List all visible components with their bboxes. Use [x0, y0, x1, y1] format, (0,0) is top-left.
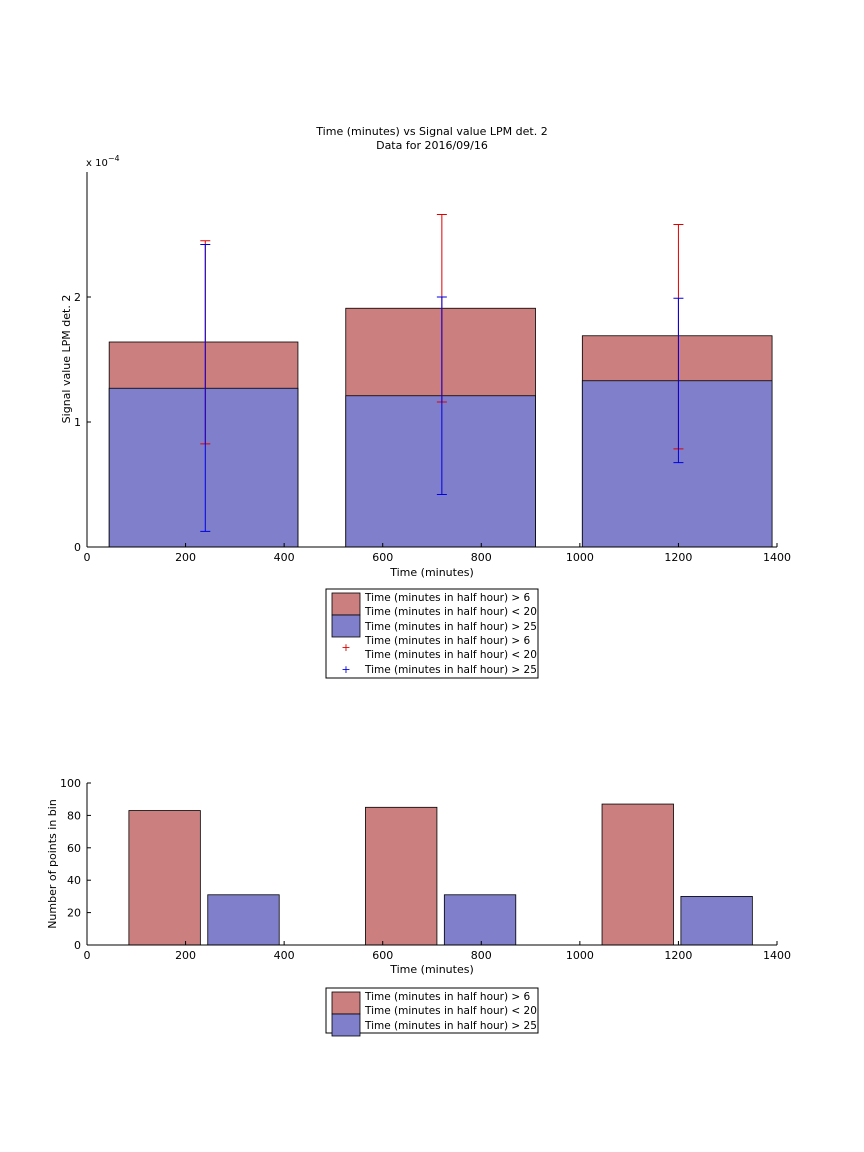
top-chart-title: Time (minutes) vs Signal value LPM det. … — [315, 125, 547, 138]
top-chart: Time (minutes) vs Signal value LPM det. … — [60, 125, 791, 679]
bottom-xtick-label: 200 — [175, 949, 196, 962]
top-chart-y-label: Signal value LPM det. 2 — [60, 295, 73, 424]
top-error-bar-s1-b0 — [200, 244, 211, 532]
top-chart-y-ticks: 0 1 2 — [74, 291, 91, 554]
top-legend-label-2a: Time (minutes in half hour) > 6 — [364, 635, 531, 647]
bottom-chart-legend: Time (minutes in half hour) > 6 Time (mi… — [325, 987, 539, 1037]
top-ytick-label: 2 — [74, 291, 81, 304]
top-ytick-label: 1 — [74, 416, 81, 429]
bottom-ytick-label: 40 — [67, 874, 81, 887]
top-legend-marker-2: + — [341, 641, 350, 654]
top-xtick-label: 400 — [274, 551, 295, 564]
top-ytick-label: 0 — [74, 541, 81, 554]
bottom-bar-0 — [128, 810, 201, 946]
bottom-chart-x-ticks: 0 200 400 600 800 1000 1200 1400 — [84, 941, 791, 962]
top-legend-box — [325, 588, 539, 679]
top-legend-marker-3: + — [341, 663, 350, 676]
bottom-ytick-label: 100 — [60, 777, 81, 790]
top-xtick-label: 1200 — [664, 551, 692, 564]
top-xtick-label: 1400 — [763, 551, 791, 564]
bottom-legend-swatch-1 — [331, 1013, 361, 1037]
top-error-bar-s1-b1 — [436, 296, 447, 495]
top-chart-x-label: Time (minutes) — [389, 566, 474, 579]
top-chart-subtitle: Data for 2016/09/16 — [376, 139, 488, 152]
bottom-ytick-label: 0 — [74, 939, 81, 952]
bottom-bar-1 — [207, 894, 280, 946]
top-xtick-label: 0 — [84, 551, 91, 564]
bottom-bar-4 — [601, 803, 674, 946]
bottom-bar-3 — [443, 894, 517, 946]
top-xtick-label: 800 — [471, 551, 492, 564]
top-chart-y-exponent: x 10−4 — [86, 154, 120, 169]
top-legend-swatch-1 — [331, 614, 361, 638]
bottom-bar-5 — [680, 896, 753, 946]
top-legend-label-2b: Time (minutes in half hour) < 20 — [364, 649, 537, 661]
bottom-legend-swatch-0 — [331, 991, 361, 1015]
bottom-chart-bars — [128, 803, 753, 946]
bottom-bar-2 — [365, 806, 438, 946]
top-legend-swatch-0 — [331, 592, 361, 616]
bottom-xtick-label: 600 — [372, 949, 393, 962]
top-chart-bars — [108, 307, 773, 548]
top-xtick-label: 600 — [372, 551, 393, 564]
top-bar-s1-b0 — [108, 387, 299, 548]
bottom-xtick-label: 1000 — [566, 949, 594, 962]
bottom-legend-label-0a: Time (minutes in half hour) > 6 — [364, 991, 531, 1003]
bottom-xtick-label: 800 — [471, 949, 492, 962]
top-chart-legend: + + Time (minutes in half hour) > 6 Time… — [325, 588, 539, 679]
top-legend-label-0a: Time (minutes in half hour) > 6 — [364, 592, 531, 604]
top-bar-s1-b2 — [581, 380, 773, 548]
bottom-ytick-label: 80 — [67, 809, 81, 822]
bottom-chart-y-label: Number of points in bin — [46, 799, 59, 929]
bottom-chart: 0 200 400 600 800 1000 1200 1400 0 20 40 60 80 100 T… — [46, 777, 791, 1037]
top-xtick-label: 200 — [175, 551, 196, 564]
bottom-xtick-label: 400 — [274, 949, 295, 962]
top-bar-s1-b1 — [345, 395, 536, 548]
bottom-xtick-label: 0 — [84, 949, 91, 962]
bottom-legend-label-0b: Time (minutes in half hour) < 20 — [364, 1005, 537, 1017]
bottom-chart-x-label: Time (minutes) — [389, 963, 474, 976]
top-chart-error-bars — [200, 214, 684, 532]
bottom-xtick-label: 1400 — [763, 949, 791, 962]
top-chart-x-ticks: 0 200 400 600 800 1000 1200 1400 — [84, 543, 791, 564]
bottom-legend-box — [325, 987, 539, 1034]
top-xtick-label: 1000 — [566, 551, 594, 564]
bottom-legend-label-1: Time (minutes in half hour) > 25 — [364, 1020, 537, 1032]
top-legend-label-1: Time (minutes in half hour) > 25 — [364, 621, 537, 633]
top-legend-label-3: Time (minutes in half hour) > 25 — [364, 664, 537, 676]
bottom-xtick-label: 1200 — [664, 949, 692, 962]
bottom-ytick-label: 20 — [67, 907, 81, 920]
bottom-ytick-label: 60 — [67, 842, 81, 855]
top-legend-label-0b: Time (minutes in half hour) < 20 — [364, 606, 537, 618]
bottom-chart-y-ticks: 0 20 40 60 80 100 — [60, 777, 91, 952]
top-error-bar-s1-b2 — [673, 297, 684, 464]
